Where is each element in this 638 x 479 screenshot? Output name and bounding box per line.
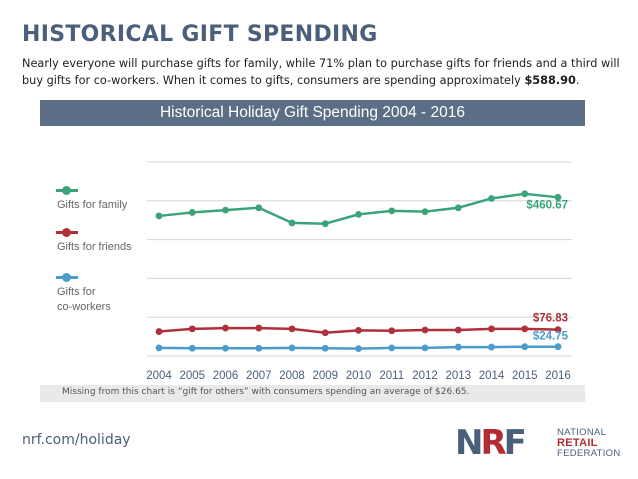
data-point <box>421 208 429 216</box>
data-point <box>355 326 362 334</box>
data-point <box>421 326 429 334</box>
series-end-label: $76.83 <box>533 313 568 325</box>
data-point <box>255 204 263 212</box>
x-tick-label: 2015 <box>512 370 538 382</box>
data-point <box>155 344 163 352</box>
footer-url[interactable]: nrf.com/holiday <box>22 432 131 448</box>
data-point <box>255 324 263 332</box>
logo-word-retail: RETAIL <box>557 437 598 449</box>
legend-label-line: co-workers <box>57 301 111 313</box>
page-subtitle: Nearly everyone will purchase gifts for … <box>22 55 622 89</box>
data-point <box>288 219 296 227</box>
chart: 2004 2005 2006 2007 2008 2009 2010 2011 2012 2013… <box>146 161 572 382</box>
data-point <box>454 204 462 212</box>
x-tick-label: 2016 <box>545 370 571 382</box>
nrf-logo: NRF NATIONAL RETAIL FEDERATION <box>455 426 625 460</box>
chart-footnote: Missing from this chart is “gift for oth… <box>62 387 470 397</box>
data-point <box>321 329 329 337</box>
series-line <box>158 192 559 225</box>
x-tick-label: 2008 <box>279 370 305 382</box>
data-point <box>355 345 362 353</box>
data-point <box>222 206 229 214</box>
data-point <box>321 344 329 352</box>
chart-title: Historical Holiday Gift Spending 2004 - … <box>40 100 585 126</box>
data-point <box>321 220 329 228</box>
data-point <box>188 209 196 216</box>
logo-letter-r: R <box>480 423 506 463</box>
subtitle-amount: $588.90 <box>524 74 576 87</box>
subtitle-text: Nearly everyone will purchase gifts for … <box>22 57 620 87</box>
data-point <box>521 325 529 333</box>
logo-word-federation: FEDERATION <box>557 448 621 459</box>
legend-label-line: Gifts for family <box>57 199 128 211</box>
x-tick-label: 2010 <box>346 370 372 382</box>
data-point <box>188 325 196 333</box>
legend-label: Gifts for co-workers <box>57 285 111 315</box>
data-point <box>222 344 229 352</box>
data-point <box>454 343 462 351</box>
x-tick-label: 2006 <box>213 370 239 382</box>
data-point <box>554 193 562 201</box>
data-point <box>521 190 529 198</box>
series-end-label: $460.67 <box>526 199 568 211</box>
data-point <box>388 207 396 215</box>
page-title: HISTORICAL GIFT SPENDING <box>22 22 378 47</box>
data-point <box>188 344 196 352</box>
x-tick-label: 2013 <box>445 370 471 382</box>
data-point <box>554 326 562 334</box>
data-point <box>488 325 495 333</box>
nrf-logo-words: NATIONAL RETAIL FEDERATION <box>557 428 621 459</box>
legend-item <box>56 185 82 195</box>
nrf-logo-mark: NRF <box>455 423 527 463</box>
data-point <box>155 328 163 335</box>
logo-letter-f: F <box>503 423 527 463</box>
data-point <box>355 210 362 218</box>
legend-label-line: Gifts for <box>57 286 96 298</box>
data-point <box>255 344 263 352</box>
legend-marker-dot <box>62 227 71 237</box>
legend-marker-dot <box>62 185 71 195</box>
data-point <box>454 326 462 334</box>
logo-letter-n: N <box>455 423 484 463</box>
x-tick-label: 2005 <box>179 370 205 382</box>
data-point <box>554 343 562 351</box>
data-point <box>288 325 296 333</box>
data-point <box>488 343 495 351</box>
data-point <box>222 324 229 332</box>
footer <box>0 408 638 479</box>
legend-label: Gifts for family <box>57 198 127 213</box>
chart-plot-background <box>40 126 585 385</box>
data-point <box>288 344 296 352</box>
legend-label: Gifts for friends <box>57 240 132 255</box>
legend-marker-dot <box>62 272 71 282</box>
subtitle-end: . <box>575 74 580 87</box>
legend-item <box>56 272 82 282</box>
logo-word-national: NATIONAL <box>557 427 607 438</box>
x-tick-label: 2012 <box>412 370 438 382</box>
x-tick-label: 2009 <box>312 370 338 382</box>
series-end-label: $24.75 <box>533 331 569 343</box>
legend-label-line: Gifts for friends <box>57 241 132 253</box>
data-point <box>388 327 396 335</box>
x-tick-label: 2014 <box>479 370 505 382</box>
x-tick-label: 2007 <box>246 370 272 382</box>
data-point <box>155 212 163 220</box>
x-tick-label: 2004 <box>146 370 172 382</box>
data-point <box>488 195 495 202</box>
x-tick-label: 2011 <box>379 370 404 382</box>
legend-item <box>56 227 82 237</box>
data-point <box>388 344 396 352</box>
data-point <box>521 343 529 351</box>
data-point <box>421 344 429 352</box>
